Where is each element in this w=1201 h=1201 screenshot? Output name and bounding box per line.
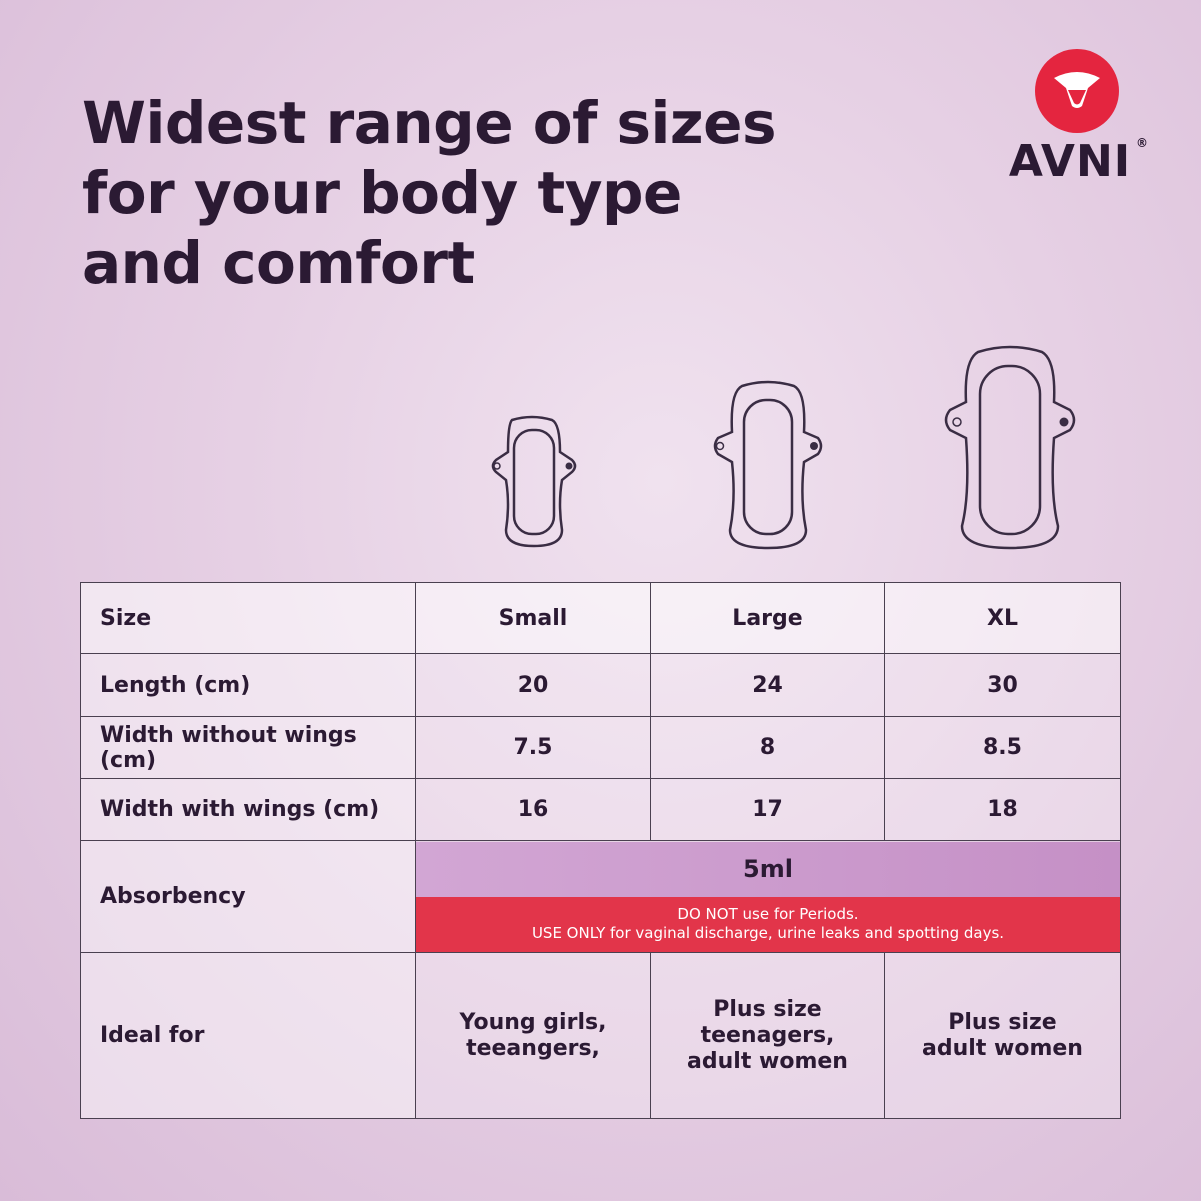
ideal-xl-line: Plus size (948, 1009, 1057, 1035)
ideal-large-line: Plus size (713, 996, 822, 1022)
table-header-row: Size Small Large XL (80, 582, 1121, 654)
length-xl: 30 (884, 653, 1121, 717)
table-row: Length (cm) 20 24 30 (80, 653, 1121, 717)
avni-logo-icon (1035, 49, 1119, 133)
warning-line-2: USE ONLY for vaginal discharge, urine le… (531, 924, 1005, 942)
row-label-width-with-wings: Width with wings (cm) (80, 778, 416, 841)
headline-line-1: Widest range of sizes (82, 89, 777, 157)
xl-pad-icon (944, 345, 1076, 550)
size-comparison-table: Size Small Large XL Length (cm) 20 24 30… (80, 582, 1121, 1119)
ideal-small-line: teeangers, (466, 1035, 600, 1061)
warning-line-1: DO NOT use for Periods. (677, 905, 859, 923)
headline-line-2: for your body type (82, 159, 682, 227)
absorbency-cell: 5ml DO NOT use for Periods. USE ONLY for… (415, 840, 1121, 953)
width-without-wings-xl: 8.5 (884, 716, 1121, 779)
absorbency-warning: DO NOT use for Periods. USE ONLY for vag… (416, 896, 1120, 952)
ideal-for-small: Young girls, teeangers, (415, 952, 651, 1119)
row-label-length: Length (cm) (80, 653, 416, 717)
width-without-wings-large: 8 (650, 716, 885, 779)
table-row: Width with wings (cm) 16 17 18 (80, 778, 1121, 841)
width-with-wings-xl: 18 (884, 778, 1121, 841)
avni-logo: AVNI ® (1000, 48, 1150, 188)
width-without-wings-small: 7.5 (415, 716, 651, 779)
absorbency-value: 5ml (416, 841, 1120, 897)
length-small: 20 (415, 653, 651, 717)
headline: Widest range of sizes for your body type… (82, 88, 777, 298)
absorbency-row: Absorbency 5ml DO NOT use for Periods. U… (80, 840, 1121, 953)
width-with-wings-small: 16 (415, 778, 651, 841)
ideal-for-xl: Plus size adult women (884, 952, 1121, 1119)
table-row: Width without wings (cm) 7.5 8 8.5 (80, 716, 1121, 779)
registered-mark: ® (1136, 136, 1148, 150)
large-pad-icon (713, 380, 823, 550)
ideal-small-line: Young girls, (459, 1009, 607, 1035)
header-size-label: Size (80, 582, 416, 654)
ideal-xl-line: adult women (922, 1035, 1083, 1061)
row-label-absorbency: Absorbency (80, 840, 416, 953)
brand-name: AVNI (1008, 136, 1132, 187)
ideal-for-row: Ideal for Young girls, teeangers, Plus s… (80, 952, 1121, 1119)
row-label-width-without-wings: Width without wings (cm) (80, 716, 416, 779)
ideal-for-large: Plus size teenagers, adult women (650, 952, 885, 1119)
header-xl: XL (884, 582, 1121, 654)
length-large: 24 (650, 653, 885, 717)
width-with-wings-large: 17 (650, 778, 885, 841)
headline-line-3: and comfort (82, 229, 475, 297)
header-large: Large (650, 582, 885, 654)
small-pad-icon (491, 415, 577, 548)
ideal-large-line: adult women (687, 1048, 848, 1074)
row-label-ideal-for: Ideal for (80, 952, 416, 1119)
header-small: Small (415, 582, 651, 654)
ideal-large-line: teenagers, (700, 1022, 835, 1048)
